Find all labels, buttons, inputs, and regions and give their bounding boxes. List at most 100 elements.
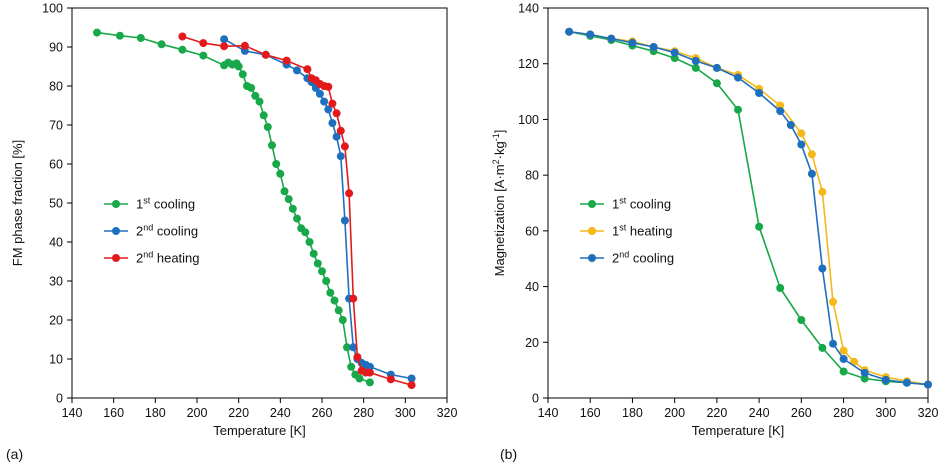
data-point: [282, 56, 291, 65]
legend-item: 1st cooling: [580, 196, 671, 212]
data-point: [818, 343, 827, 352]
data-point: [318, 267, 326, 276]
x-axis-label: Temperature [K]: [213, 423, 306, 438]
data-point: [349, 294, 358, 303]
data-point: [324, 82, 333, 91]
y-tick-label: 90: [49, 41, 63, 55]
data-point: [220, 35, 229, 44]
data-point: [691, 56, 700, 65]
data-point: [332, 109, 341, 118]
x-tick-label: 280: [833, 406, 854, 420]
data-point: [353, 353, 362, 362]
data-point: [807, 169, 816, 178]
data-point: [326, 288, 335, 297]
data-point: [293, 66, 301, 75]
data-point: [261, 50, 270, 59]
data-point: [386, 375, 395, 384]
series-line: [568, 30, 929, 386]
legend-swatch-marker: [112, 254, 120, 262]
y-tick-label: 80: [49, 80, 63, 94]
data-point: [93, 28, 101, 37]
y-tick-label: 80: [525, 169, 539, 183]
data-point: [303, 65, 312, 74]
data-point: [818, 187, 827, 196]
series-1: [93, 28, 374, 387]
data-point: [330, 296, 339, 305]
data-point: [301, 228, 310, 237]
legend-swatch-marker: [112, 200, 120, 208]
legend: 1st cooling 1st heating 2nd cooling: [580, 196, 674, 266]
data-point: [776, 284, 785, 292]
y-tick-label: 40: [49, 236, 63, 250]
x-tick-label: 160: [103, 406, 124, 420]
series-3: [565, 27, 932, 389]
data-point: [755, 222, 764, 231]
data-point: [670, 48, 679, 57]
x-tick-label: 140: [538, 406, 559, 420]
y-tick-label: 30: [49, 275, 63, 289]
legend-item: 2nd cooling: [580, 250, 674, 266]
data-point: [340, 142, 349, 151]
data-point: [607, 34, 616, 43]
x-tick-label: 320: [918, 406, 939, 420]
legend: 1st cooling 2nd cooling 2nd heating: [104, 196, 200, 266]
data-point: [280, 187, 289, 196]
legend-item: 2nd cooling: [104, 223, 198, 239]
data-point: [234, 62, 243, 71]
data-point: [776, 101, 785, 110]
data-point: [345, 189, 354, 198]
series-line: [182, 35, 412, 386]
data-point: [255, 97, 264, 106]
data-point: [178, 45, 187, 54]
y-tick-label: 120: [518, 57, 539, 71]
data-point: [157, 40, 166, 49]
chart-panel-a: 140 160 180 200 220 240 260 280 300 320 0 10 20 30 40 5…: [6, 2, 457, 463]
legend-item: 1st heating: [580, 223, 673, 239]
legend-swatch-marker: [588, 254, 596, 262]
data-point: [288, 204, 297, 213]
y-tick-label: 70: [49, 119, 63, 133]
x-tick-label: 260: [312, 406, 333, 420]
data-point: [315, 89, 324, 98]
data-point: [797, 129, 806, 138]
series-3: [178, 32, 416, 390]
data-point: [881, 375, 890, 384]
x-tick-label: 180: [622, 406, 643, 420]
x-tick-label: 180: [145, 406, 166, 420]
data-point: [347, 362, 356, 371]
data-point: [320, 97, 329, 106]
x-tick-label: 140: [62, 406, 83, 420]
legend-label: 2nd cooling: [136, 223, 198, 239]
data-point: [247, 83, 256, 92]
data-point: [340, 216, 349, 225]
data-point: [338, 316, 347, 324]
x-tick-label: 280: [353, 406, 374, 420]
legend-label: 1st cooling: [136, 196, 195, 212]
y-tick-label: 20: [525, 336, 539, 350]
x-tick-label: 300: [395, 406, 416, 420]
y-tick-label: 0: [56, 392, 63, 406]
data-point: [712, 63, 721, 72]
data-point: [332, 132, 341, 141]
legend-label: 1st cooling: [612, 196, 671, 212]
data-point: [263, 123, 272, 131]
x-axis-label: Temperature [K]: [692, 423, 785, 438]
data-point: [309, 249, 318, 258]
data-point: [220, 42, 229, 51]
x-tick-label: 220: [706, 406, 727, 420]
data-point: [829, 339, 837, 348]
y-tick-label: 10: [49, 353, 63, 367]
y-tick-label: 50: [49, 197, 63, 211]
x-tick-label: 240: [270, 406, 291, 420]
data-point: [839, 346, 848, 355]
data-point: [586, 30, 595, 39]
data-point: [407, 374, 416, 383]
data-point: [305, 238, 314, 246]
x-tick-label: 240: [749, 406, 770, 420]
data-point: [240, 41, 249, 50]
series-2: [565, 27, 932, 389]
data-point: [860, 374, 869, 383]
legend-item: 2nd heating: [104, 250, 200, 266]
data-point: [807, 150, 816, 159]
